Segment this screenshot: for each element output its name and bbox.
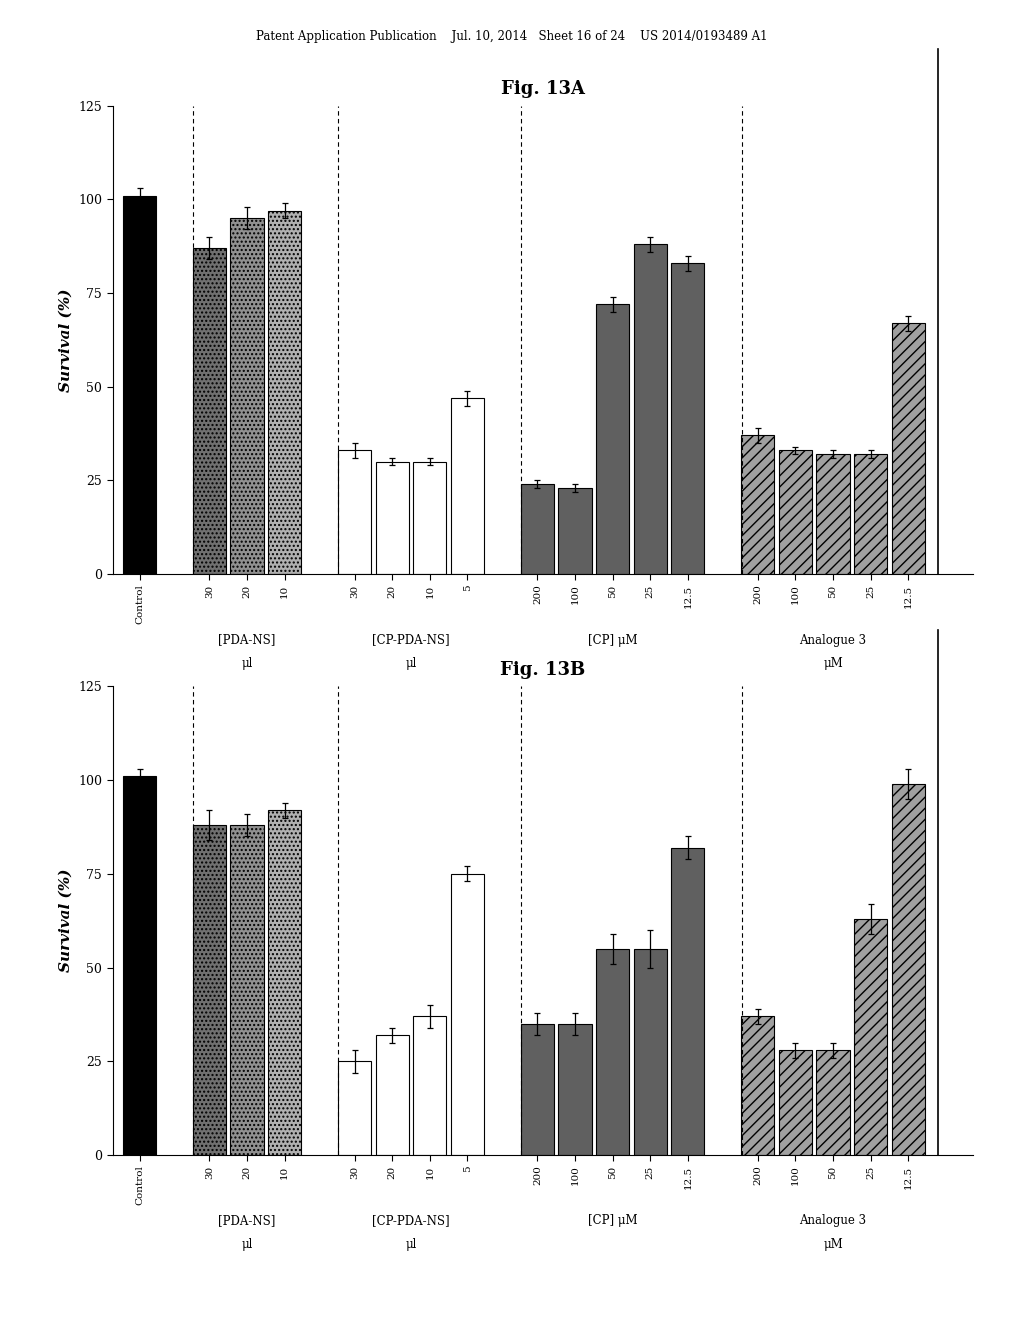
Bar (741, 436, 774, 574)
Bar (376, 1035, 409, 1155)
Bar (741, 1016, 774, 1155)
Bar (634, 949, 667, 1155)
Text: Analogue 3: Analogue 3 (800, 1214, 866, 1228)
Text: μl: μl (242, 1238, 253, 1251)
Bar (230, 218, 263, 574)
Bar (193, 825, 226, 1155)
Bar (451, 399, 484, 574)
Text: [CP-PDA-NS]: [CP-PDA-NS] (372, 1214, 450, 1228)
Text: [PDA-NS]: [PDA-NS] (218, 634, 275, 647)
Bar (193, 248, 226, 574)
Text: [PDA-NS]: [PDA-NS] (218, 1214, 275, 1228)
Bar (123, 776, 156, 1155)
Bar (854, 454, 887, 574)
Bar (521, 1024, 554, 1155)
Text: μM: μM (823, 1238, 843, 1251)
Bar (892, 784, 925, 1155)
Title: Fig. 13A: Fig. 13A (501, 81, 585, 99)
Bar (521, 484, 554, 574)
Text: Patent Application Publication    Jul. 10, 2014   Sheet 16 of 24    US 2014/0193: Patent Application Publication Jul. 10, … (256, 30, 768, 44)
Bar (816, 1049, 850, 1155)
Bar (268, 211, 301, 574)
Bar (892, 323, 925, 574)
Bar (558, 1024, 592, 1155)
Y-axis label: Survival (%): Survival (%) (58, 288, 73, 392)
Bar (816, 454, 850, 574)
Bar (672, 847, 705, 1155)
Text: Analogue 3: Analogue 3 (800, 634, 866, 647)
Bar (414, 462, 446, 574)
Bar (268, 810, 301, 1155)
Bar (451, 874, 484, 1155)
Bar (596, 305, 629, 574)
Text: μl: μl (242, 657, 253, 671)
Text: μl: μl (406, 1238, 417, 1251)
Text: μM: μM (823, 657, 843, 671)
Text: [CP] μM: [CP] μM (588, 634, 637, 647)
Bar (672, 263, 705, 574)
Bar (558, 488, 592, 574)
Bar (779, 1049, 812, 1155)
Bar (596, 949, 629, 1155)
Bar (338, 450, 371, 574)
Bar (376, 462, 409, 574)
Bar (123, 195, 156, 574)
Bar (338, 1061, 371, 1155)
Y-axis label: Survival (%): Survival (%) (58, 869, 73, 973)
Text: [CP] μM: [CP] μM (588, 1214, 637, 1228)
Text: μl: μl (406, 657, 417, 671)
Bar (634, 244, 667, 574)
Bar (414, 1016, 446, 1155)
Text: [CP-PDA-NS]: [CP-PDA-NS] (372, 634, 450, 647)
Title: Fig. 13B: Fig. 13B (500, 661, 586, 680)
Bar (230, 825, 263, 1155)
Bar (854, 919, 887, 1155)
Bar (779, 450, 812, 574)
